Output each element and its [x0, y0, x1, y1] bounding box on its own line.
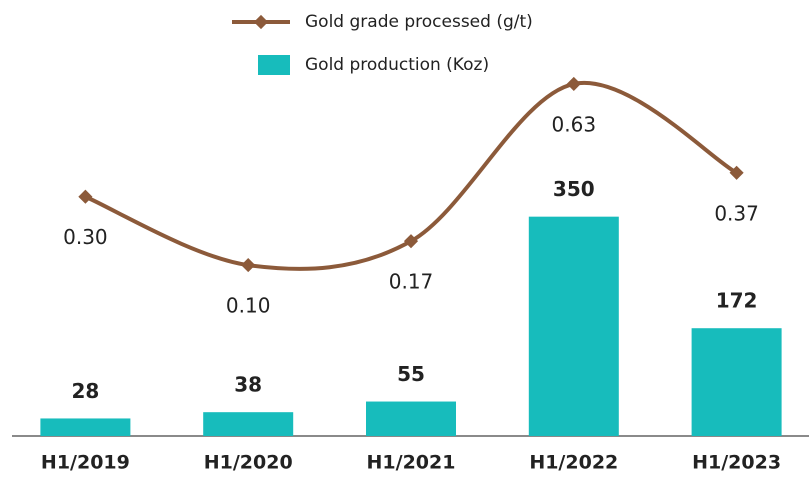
x-tick-label: H1/2023	[692, 452, 781, 474]
line-value-label: 0.10	[226, 294, 271, 318]
bar	[528, 216, 619, 436]
bar-value-label: 28	[71, 379, 99, 403]
line-marker	[403, 234, 419, 249]
x-tick-label: H1/2022	[529, 452, 618, 474]
x-tick-label: H1/2020	[204, 452, 293, 474]
grade-line	[84, 80, 738, 271]
line-marker	[566, 76, 581, 91]
bar	[691, 328, 782, 436]
x-tick-label: H1/2021	[367, 452, 456, 474]
bar-value-label: 172	[716, 289, 758, 313]
line-marker	[729, 165, 744, 180]
x-tick-label: H1/2019	[41, 452, 130, 474]
line-value-label: 0.37	[714, 201, 759, 225]
line-value-label: 0.30	[63, 225, 108, 249]
line-value-label: 0.17	[389, 270, 434, 294]
legend-swatch	[258, 55, 290, 75]
line-marker	[241, 258, 256, 273]
bar	[40, 418, 131, 436]
bar	[366, 401, 456, 436]
bar-value-label: 55	[397, 362, 425, 386]
line-marker	[78, 189, 93, 204]
bar-value-label: 350	[553, 177, 595, 201]
legend-marker-icon	[253, 14, 269, 30]
legend-label: Gold production (Koz)	[305, 55, 489, 75]
bar-value-label: 38	[234, 373, 262, 397]
legend-label: Gold grade processed (g/t)	[305, 12, 533, 32]
bar	[203, 412, 294, 436]
line-value-label: 0.63	[552, 112, 597, 136]
